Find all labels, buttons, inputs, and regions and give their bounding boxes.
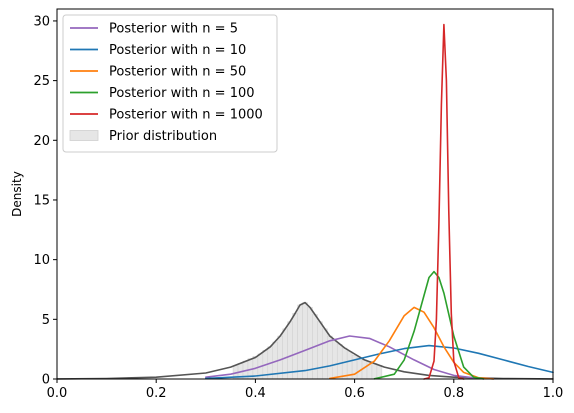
prior-bar [317, 321, 323, 380]
y-tick-label: 20 [33, 134, 50, 149]
x-tick-label: 0.6 [344, 386, 365, 401]
x-tick-label: 0.2 [146, 386, 167, 401]
posterior-with-n-10-line [205, 344, 554, 380]
prior-bar [356, 357, 363, 380]
posterior-with-n-100-line [373, 270, 485, 380]
legend-label: Prior distribution [109, 129, 217, 144]
prior-bar [297, 304, 303, 380]
prior-bar [336, 344, 343, 380]
x-tick-label: 0.4 [245, 386, 266, 401]
prior-bar [287, 321, 293, 380]
posterior-with-n-1000-line [423, 23, 465, 380]
y-axis: 0 5 10 15 20 25 30 [33, 14, 57, 388]
y-tick-label: 10 [33, 253, 50, 268]
prior-bar [282, 328, 288, 380]
x-tick-label: 0.0 [47, 386, 68, 401]
prior-bar [307, 307, 313, 380]
legend-label: Posterior with n = 5 [109, 22, 238, 37]
y-tick-label: 15 [33, 193, 50, 208]
prior-bar [327, 335, 333, 380]
x-tick-label: 1.0 [543, 386, 564, 401]
legend-swatch [69, 130, 99, 141]
y-tick-label: 5 [42, 313, 50, 328]
y-tick-label: 25 [33, 74, 50, 89]
prior-bar [332, 340, 338, 380]
prior-bar [302, 302, 308, 380]
y-axis-label: Density [10, 171, 24, 217]
x-tick-label: 0.8 [443, 386, 464, 401]
x-axis: 0.0 0.2 0.4 0.6 0.8 1.0 [47, 379, 564, 401]
legend: Posterior with n = 5 Posterior with n = 1… [62, 14, 278, 153]
prior-distribution-line [56, 301, 554, 380]
prior-bar [322, 328, 328, 380]
legend-label: Posterior with n = 100 [109, 86, 255, 101]
series-lines [56, 23, 554, 380]
plot-frame [56, 8, 554, 380]
legend-label: Posterior with n = 10 [109, 43, 246, 58]
posterior-with-n-5-line [205, 335, 495, 380]
legend-label: Posterior with n = 50 [109, 65, 246, 80]
prior-bar [371, 363, 378, 380]
y-tick-label: 0 [42, 373, 50, 388]
y-tick-label: 30 [33, 14, 50, 29]
prior-bar [292, 313, 298, 380]
legend-label: Posterior with n = 1000 [109, 108, 263, 123]
posterior-with-n-50-line [328, 306, 495, 380]
legend-box [62, 14, 278, 153]
